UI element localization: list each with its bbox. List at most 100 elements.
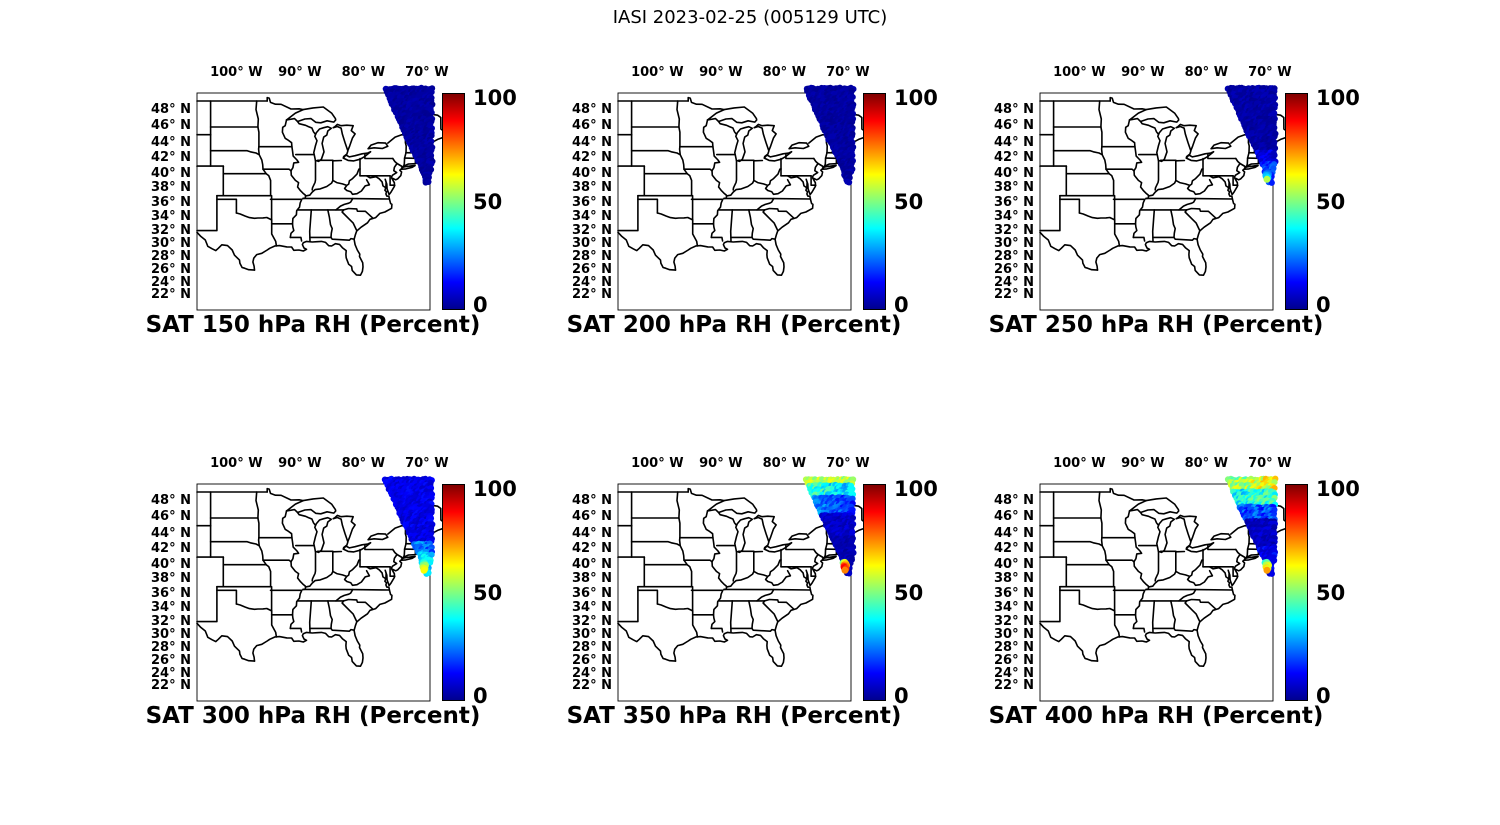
lat-tick-label: 22° N	[151, 678, 191, 694]
lat-tick-label: 40° N	[994, 165, 1034, 181]
lon-tick-label: 100° W	[1053, 65, 1106, 80]
colorbar-tick-label: 50	[894, 580, 924, 605]
lat-tick-label: 32° N	[151, 222, 191, 238]
lon-tick-label: 80° W	[762, 456, 807, 471]
subplot-sat-400hpa-rh: 100° W 90° W 80° W 70° W 48° N 46° N 44° N 42°…	[989, 456, 1360, 729]
lat-tick-label: 22° N	[994, 287, 1034, 303]
lon-tick-label: 70° W	[1248, 456, 1292, 471]
lon-tick-label: 100° W	[1053, 456, 1106, 471]
lat-tick-label: 34° N	[994, 208, 1034, 224]
lat-tick-label: 36° N	[572, 585, 612, 601]
lat-tick-label: 48° N	[994, 101, 1034, 117]
colorbar-tick-label: 50	[1316, 580, 1346, 605]
map-frame	[196, 92, 431, 311]
lon-tick-label: 80° W	[341, 456, 386, 471]
subplot-title: SAT 300 hPa RH (Percent)	[145, 703, 481, 729]
colorbar-tick-label: 0	[473, 293, 488, 317]
state-boundaries	[196, 487, 446, 667]
colorbar	[863, 93, 886, 310]
lat-tick-label: 22° N	[994, 678, 1034, 694]
lat-tick-label: 34° N	[572, 208, 612, 224]
lat-tick-label: 42° N	[151, 150, 191, 166]
lat-tick-label: 30° N	[572, 627, 612, 643]
lat-tick-label: 26° N	[572, 653, 612, 669]
lat-tick-label: 42° N	[572, 150, 612, 166]
lat-tick-label: 40° N	[572, 165, 612, 181]
lon-tick-label: 80° W	[762, 65, 807, 80]
lat-tick-label: 40° N	[994, 556, 1034, 572]
lat-tick-label: 22° N	[572, 678, 612, 694]
obs-swath-dots	[382, 84, 436, 186]
lon-tick-label: 80° W	[1184, 456, 1229, 471]
colorbar	[1285, 93, 1308, 310]
lat-tick-label: 28° N	[572, 249, 612, 265]
map-frame	[617, 92, 852, 311]
lon-tick-label: 100° W	[210, 456, 263, 471]
map-frame	[617, 483, 852, 702]
lon-tick-label: 70° W	[1248, 65, 1292, 80]
lat-tick-label: 28° N	[994, 640, 1034, 656]
lat-tick-label: 48° N	[572, 492, 612, 508]
us-states-map	[617, 476, 867, 702]
lat-tick-label: 48° N	[151, 101, 191, 117]
subplot-title: SAT 350 hPa RH (Percent)	[566, 703, 902, 729]
lon-tick-label: 70° W	[405, 456, 449, 471]
lat-tick-label: 26° N	[151, 653, 191, 669]
lat-tick-label: 32° N	[994, 222, 1034, 238]
state-boundaries	[1039, 96, 1289, 276]
obs-swath-dots	[1224, 475, 1279, 577]
lon-tick-label: 90° W	[699, 456, 743, 471]
lat-tick-label: 38° N	[994, 180, 1034, 196]
lat-tick-label: 40° N	[572, 556, 612, 572]
colorbar-tick-label: 50	[473, 580, 503, 605]
lon-tick-label: 70° W	[826, 456, 870, 471]
lat-tick-label: 46° N	[151, 118, 191, 134]
lat-tick-label: 46° N	[994, 118, 1034, 134]
lat-tick-label: 32° N	[572, 613, 612, 629]
lat-tick-label: 46° N	[151, 509, 191, 525]
lon-tick-label: 70° W	[826, 65, 870, 80]
colorbar	[442, 93, 465, 310]
lat-tick-label: 34° N	[151, 208, 191, 224]
colorbar	[442, 484, 465, 701]
lat-tick-label: 36° N	[994, 194, 1034, 210]
lat-tick-label: 36° N	[151, 194, 191, 210]
lat-tick-label: 30° N	[151, 627, 191, 643]
lat-tick-label: 36° N	[994, 585, 1034, 601]
lon-tick-label: 100° W	[210, 65, 263, 80]
colorbar-tick-label: 0	[894, 684, 909, 708]
lon-tick-label: 70° W	[405, 65, 449, 80]
subplot-sat-300hpa-rh: 100° W 90° W 80° W 70° W 48° N 46° N 44° N 42°…	[146, 456, 517, 729]
obs-swath-dots	[802, 476, 857, 577]
lat-tick-label: 28° N	[151, 640, 191, 656]
lat-tick-label: 24° N	[994, 665, 1034, 681]
lat-tick-label: 34° N	[572, 599, 612, 615]
lat-tick-label: 26° N	[572, 262, 612, 278]
lat-tick-label: 30° N	[994, 627, 1034, 643]
lat-tick-label: 48° N	[994, 492, 1034, 508]
lat-tick-label: 24° N	[572, 665, 612, 681]
lat-tick-label: 46° N	[994, 509, 1034, 525]
lat-tick-label: 24° N	[151, 274, 191, 290]
lon-tick-label: 90° W	[699, 65, 743, 80]
subplot-title: SAT 250 hPa RH (Percent)	[988, 312, 1324, 338]
lat-tick-label: 22° N	[151, 287, 191, 303]
colorbar-tick-label: 100	[1316, 477, 1360, 501]
obs-swath-dots	[803, 84, 857, 186]
lat-tick-label: 32° N	[994, 613, 1034, 629]
lat-tick-label: 28° N	[572, 640, 612, 656]
colorbar-tick-label: 0	[473, 684, 488, 708]
lat-tick-label: 42° N	[572, 541, 612, 557]
figure-title: IASI 2023-02-25 (005129 UTC)	[612, 7, 888, 28]
colorbar-tick-label: 100	[1316, 86, 1360, 110]
map-frame	[1039, 92, 1274, 311]
lat-tick-label: 26° N	[994, 653, 1034, 669]
lat-tick-label: 48° N	[151, 492, 191, 508]
lat-tick-label: 48° N	[572, 101, 612, 117]
colorbar	[1285, 484, 1308, 701]
state-boundaries	[617, 96, 867, 276]
subplot-sat-250hpa-rh: 100° W 90° W 80° W 70° W 48° N 46° N 44° N 42°…	[989, 65, 1360, 338]
subplot-sat-200hpa-rh: 100° W 90° W 80° W 70° W 48° N 46° N 44° N 42°…	[567, 65, 938, 338]
lat-tick-label: 44° N	[151, 525, 191, 541]
